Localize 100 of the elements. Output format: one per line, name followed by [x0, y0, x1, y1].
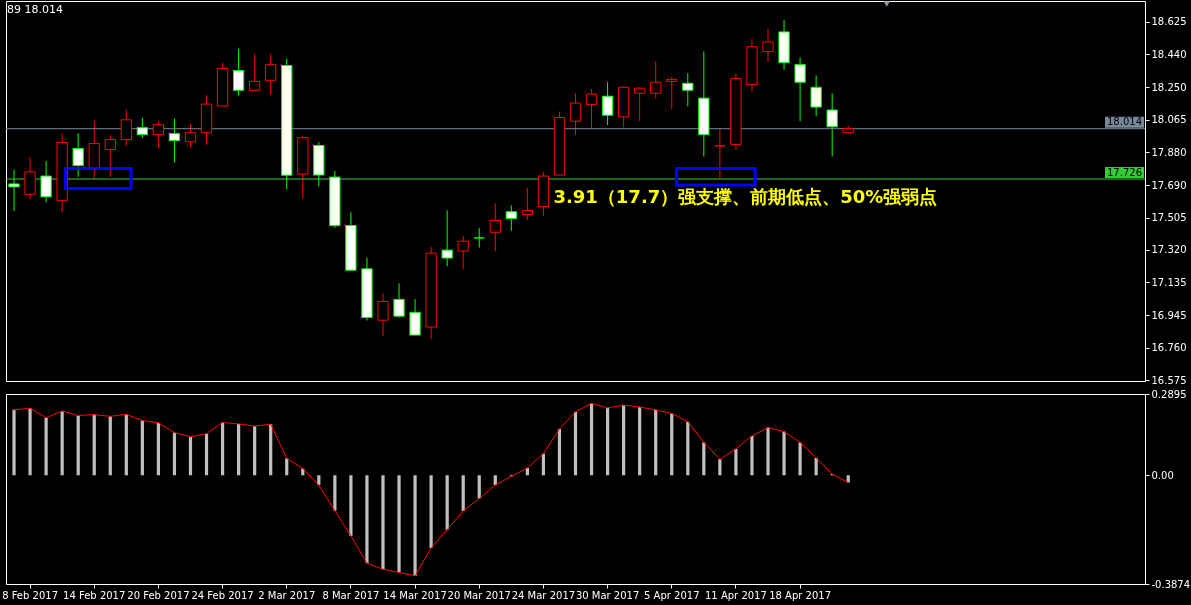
y-tick-label: 18.250	[1151, 81, 1187, 93]
candlestick	[794, 57, 806, 122]
y-tick-label: 0.2895	[1151, 388, 1187, 400]
candlestick	[489, 202, 501, 252]
bar	[237, 423, 241, 476]
y-tick-label: 18.440	[1151, 48, 1187, 60]
y-tick-label: 17.690	[1151, 179, 1187, 191]
candlestick	[136, 117, 148, 139]
candlestick	[585, 88, 598, 130]
x-tick-label: 5 Apr 2017	[644, 589, 700, 601]
y-tick-label: 16.760	[1151, 342, 1187, 354]
candlestick	[72, 132, 84, 178]
bar	[92, 414, 96, 476]
candlestick	[473, 227, 485, 249]
bar	[381, 475, 385, 570]
candlestick	[650, 60, 662, 99]
x-tick-label: 24 Feb 2017	[191, 589, 254, 601]
candlestick	[682, 72, 694, 107]
candlestick	[152, 121, 165, 149]
bar	[670, 413, 674, 476]
bar	[782, 431, 786, 476]
y-tick-label: 16.575	[1151, 374, 1187, 386]
candlestick	[409, 298, 421, 336]
bar	[461, 475, 465, 511]
candlestick	[265, 53, 277, 95]
candlestick	[441, 209, 453, 267]
x-tick-label: 30 Mar 2017	[575, 589, 640, 601]
y-tick-label: 18.625	[1151, 16, 1187, 28]
x-tick-label: 8 Mar 2017	[322, 589, 380, 601]
candlestick	[40, 160, 52, 203]
x-tick-label: 2 Mar 2017	[258, 589, 316, 601]
candlestick	[810, 74, 822, 117]
candlestick	[521, 187, 534, 221]
bar	[445, 475, 449, 530]
bar	[541, 453, 546, 476]
bar	[172, 432, 177, 476]
bar	[557, 428, 562, 476]
bar	[28, 408, 32, 476]
annotation: 3.91（17.7）强支撑、前期低点、50%强弱点	[553, 185, 938, 207]
bar	[750, 435, 754, 476]
candlestick	[714, 128, 726, 179]
y-tick-label: 17.135	[1151, 276, 1187, 288]
candlestick	[104, 134, 116, 178]
bar	[573, 411, 578, 476]
bar	[477, 475, 481, 499]
candlestick	[505, 204, 517, 232]
bar	[253, 426, 257, 476]
bar	[413, 475, 417, 576]
line-series	[13, 402, 849, 577]
bar	[204, 433, 209, 476]
candlestick	[120, 109, 132, 147]
bar	[188, 436, 193, 476]
x-tick-label: 20 Mar 2017	[447, 589, 511, 601]
bar	[12, 409, 16, 476]
y-tick-label: -0.3874	[1151, 578, 1191, 590]
x-tick-label: 20 Feb 2017	[127, 589, 190, 601]
candlestick	[457, 235, 469, 270]
bar	[638, 407, 642, 476]
bar	[686, 421, 690, 476]
candlestick	[377, 292, 389, 337]
bar	[589, 403, 594, 476]
x-tick-label: 14 Mar 2017	[383, 589, 447, 601]
bar	[349, 475, 353, 536]
bar	[44, 417, 48, 476]
bar	[429, 475, 433, 548]
y-tick-label: 16.945	[1151, 309, 1187, 321]
candlestick	[249, 53, 261, 91]
x-tick-label: 24 Mar 2017	[511, 589, 576, 601]
bar	[333, 475, 337, 511]
chart-title: 89 18.014	[7, 3, 63, 16]
y-tick-label: 18.065	[1151, 114, 1187, 126]
bar	[76, 415, 80, 476]
bar	[108, 416, 112, 476]
candlestick	[24, 156, 36, 200]
candlestick	[232, 48, 245, 97]
y-tick-label: 0.00	[1151, 469, 1174, 481]
bar	[269, 424, 273, 476]
x-tick-label: 11 Apr 2017	[705, 589, 767, 601]
bar	[60, 410, 64, 476]
bar	[734, 448, 738, 476]
y-tick-label: 17.320	[1151, 244, 1187, 256]
bar	[365, 475, 369, 564]
x-tick-label: 18 Apr 2017	[769, 589, 832, 601]
bar	[702, 442, 706, 476]
bar	[156, 422, 161, 476]
candlestick	[393, 282, 405, 319]
bar	[622, 405, 626, 476]
candlestick	[601, 81, 614, 126]
y-tick-label: 17.505	[1151, 212, 1187, 224]
y-tick-label: 17.880	[1151, 146, 1187, 158]
candlestick	[826, 92, 838, 158]
bar	[654, 409, 658, 476]
candlestick	[184, 123, 197, 148]
candlestick	[88, 120, 100, 180]
candlestick	[762, 28, 774, 63]
candlestick	[666, 76, 678, 110]
x-tick-label: 8 Feb 2017	[2, 589, 58, 601]
bar	[397, 475, 401, 573]
candlestick	[634, 86, 646, 122]
x-tick-label: 14 Feb 2017	[63, 589, 126, 601]
